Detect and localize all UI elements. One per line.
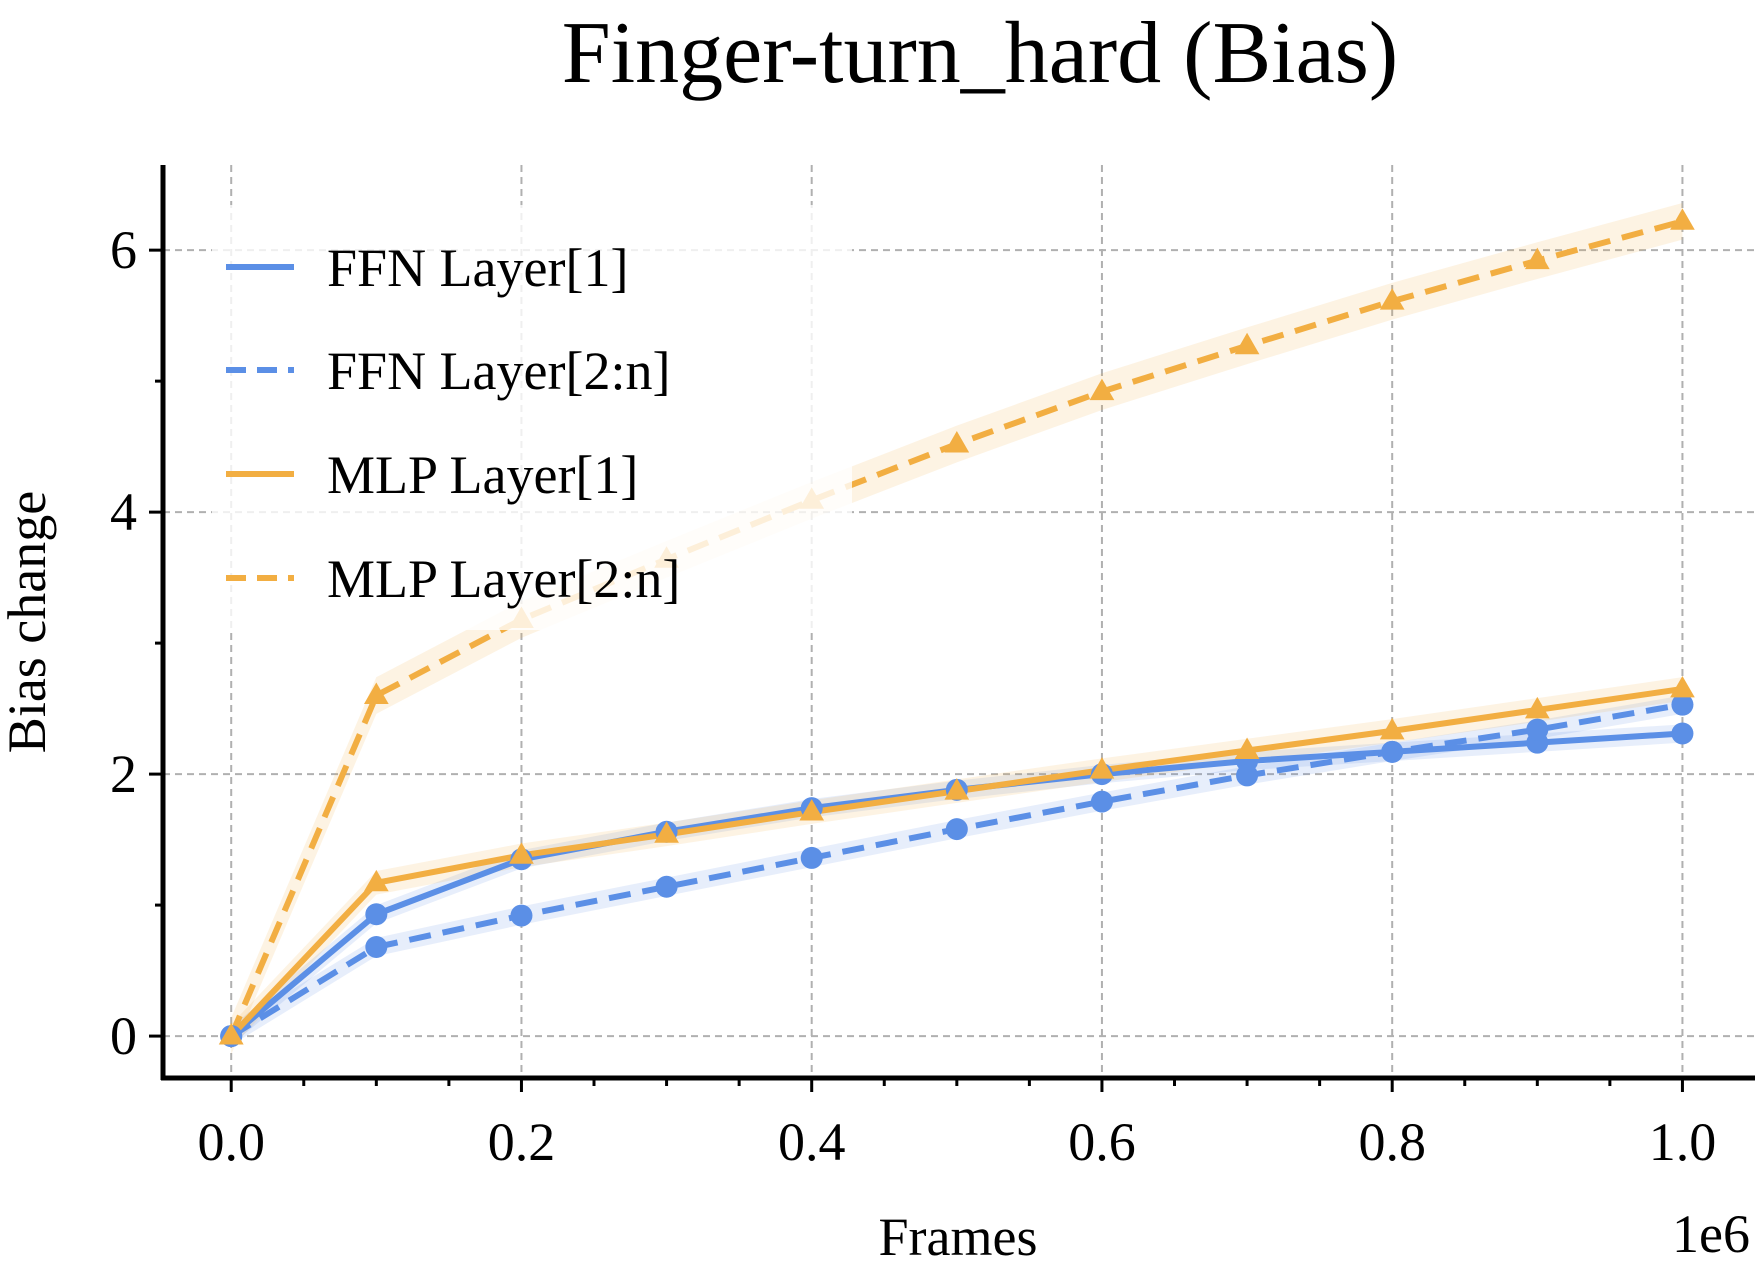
- data-point: [1234, 332, 1260, 355]
- data-point: [1524, 247, 1550, 270]
- x-tick-label: 0.6: [1068, 1112, 1136, 1172]
- y-tick-label: 6: [110, 220, 137, 280]
- data-point: [1234, 737, 1260, 759]
- legend: FFN Layer[1] FFN Layer[2:n] MLP Layer[1] ML…: [212, 205, 852, 630]
- legend-label: MLP Layer[2:n]: [327, 549, 680, 609]
- ticks: 0.0 0.2 0.4 0.6 0.8 1.0 0 2 4 6: [110, 220, 1716, 1172]
- data-point: [509, 842, 534, 864]
- y-axis-label: Bias change: [0, 491, 57, 753]
- data-point: [1090, 790, 1113, 813]
- data-point: [655, 875, 678, 898]
- x-axis-offset-label: 1e6: [1672, 1204, 1750, 1264]
- x-tick-label: 0.4: [778, 1112, 846, 1172]
- data-point: [800, 846, 823, 869]
- data-point: [1671, 722, 1694, 745]
- legend-label: FFN Layer[2:n]: [327, 341, 670, 401]
- data-point: [1526, 718, 1549, 741]
- y-tick-label: 0: [110, 1006, 137, 1066]
- data-point: [1089, 757, 1115, 779]
- data-point: [365, 903, 388, 926]
- x-tick-label: 1.0: [1649, 1112, 1717, 1172]
- data-point: [218, 1023, 244, 1045]
- series-markers: [218, 208, 1695, 1048]
- data-point: [1524, 696, 1550, 719]
- data-point: [510, 904, 533, 927]
- legend-label: MLP Layer[1]: [327, 445, 638, 505]
- data-point: [1381, 740, 1404, 763]
- x-tick-label: 0.0: [197, 1112, 265, 1172]
- x-axis-label: Frames: [879, 1207, 1038, 1267]
- y-tick-label: 4: [110, 482, 137, 542]
- data-point: [363, 682, 389, 704]
- x-tick-label: 0.8: [1358, 1112, 1426, 1172]
- data-point: [1379, 288, 1405, 310]
- data-point: [1236, 764, 1259, 787]
- data-point: [654, 821, 679, 843]
- data-point: [363, 869, 389, 892]
- data-point: [945, 818, 968, 841]
- data-point: [1089, 378, 1115, 401]
- legend-box: [212, 205, 852, 630]
- x-tick-label: 0.2: [488, 1112, 556, 1172]
- chart-title: Finger-turn_hard (Bias): [562, 5, 1398, 102]
- legend-label: FFN Layer[1]: [327, 238, 628, 298]
- data-point: [799, 799, 825, 821]
- data-point: [1379, 717, 1405, 740]
- data-point: [944, 778, 970, 800]
- data-point: [944, 431, 970, 453]
- data-point: [1671, 693, 1694, 716]
- data-point: [1670, 208, 1695, 230]
- data-point: [1670, 675, 1695, 698]
- data-point: [365, 936, 388, 959]
- y-tick-label: 2: [110, 744, 137, 804]
